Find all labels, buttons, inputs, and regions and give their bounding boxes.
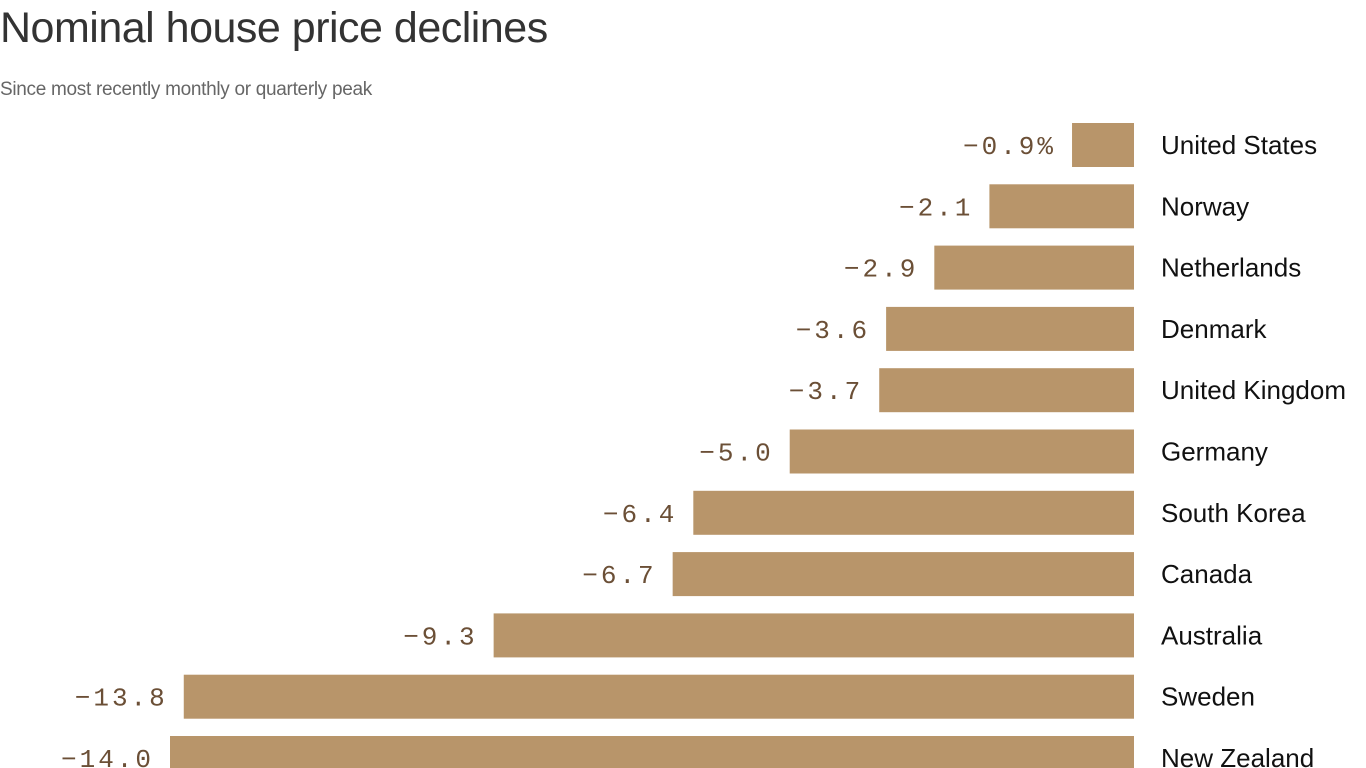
category-label: Germany [1161, 437, 1268, 467]
category-label: Canada [1161, 559, 1253, 589]
category-label: Norway [1161, 191, 1249, 221]
bar [693, 490, 1134, 535]
value-label: −2.9 [844, 255, 918, 285]
category-label: Netherlands [1161, 253, 1301, 283]
value-label: −0.9% [963, 132, 1056, 162]
bar [934, 245, 1134, 290]
value-label: −6.4 [603, 500, 677, 530]
category-label: New Zealand [1161, 743, 1314, 768]
bar [672, 552, 1134, 597]
category-label: Sweden [1161, 682, 1255, 712]
value-label: −3.7 [789, 377, 863, 407]
bar [886, 306, 1134, 351]
bar [493, 613, 1135, 658]
bar [183, 674, 1134, 719]
bar [1072, 123, 1134, 167]
bar [789, 429, 1134, 474]
category-label: South Korea [1161, 498, 1306, 528]
bar [879, 368, 1134, 413]
value-label: −13.8 [75, 684, 168, 714]
category-label: Denmark [1161, 314, 1267, 344]
value-label: −9.3 [403, 622, 477, 652]
category-label: United Kingdom [1161, 375, 1346, 405]
category-label: United States [1161, 130, 1317, 160]
bar [170, 736, 1134, 768]
category-label: Australia [1161, 620, 1263, 650]
value-label: −14.0 [61, 745, 154, 768]
chart-title: Nominal house price declines [0, 4, 548, 52]
value-label: −3.6 [796, 316, 870, 346]
bar [989, 184, 1134, 229]
value-label: −5.0 [699, 439, 773, 469]
chart-subtitle: Since most recently monthly or quarterly… [0, 79, 372, 100]
value-label: −2.1 [899, 193, 973, 223]
value-label: −6.7 [582, 561, 656, 591]
